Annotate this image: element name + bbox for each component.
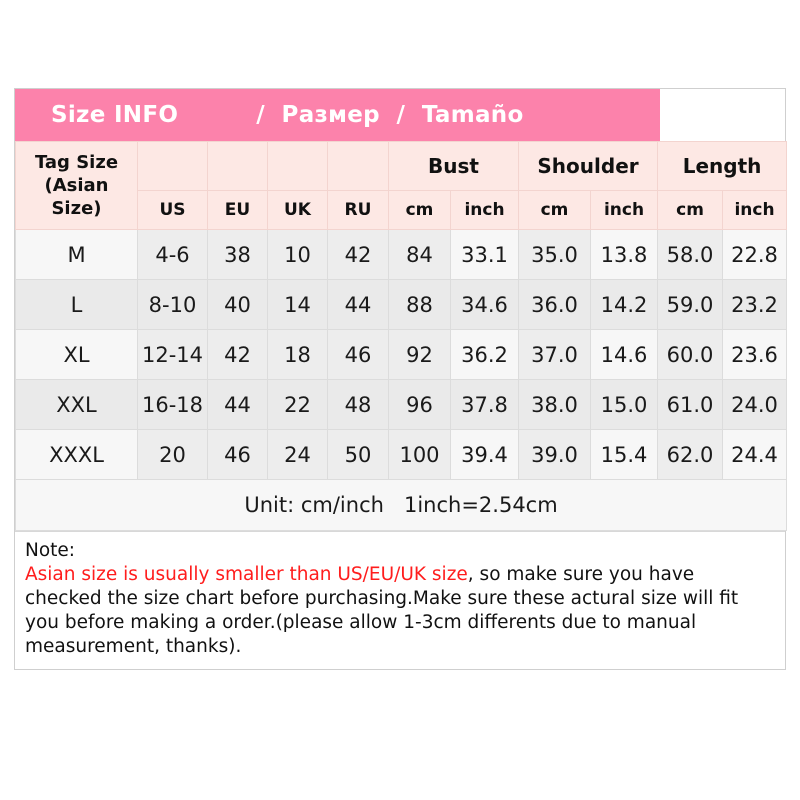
unit-note-text: Unit: cm/inch 1inch=2.54cm [244,493,558,517]
cell-eu: 42 [207,329,268,380]
cell-uk: 22 [267,379,328,430]
header-eu: EU [207,190,268,230]
cell-ru: 44 [327,279,389,330]
header-us: US [137,190,208,230]
cell-tag: XXL [15,379,138,430]
cell-shoulder-inch: 14.6 [590,329,659,380]
cell-shoulder-inch: 15.0 [590,379,659,430]
cell-bust-cm: 92 [388,329,451,380]
cell-length-inch: 22.8 [722,229,788,280]
header-blank-uk [267,141,328,191]
cell-shoulder-cm: 39.0 [518,429,592,480]
note-rest: , so make sure you have checked the size… [25,564,739,658]
cell-us: 16-18 [137,379,208,430]
header-shoulder: Shoulder [518,141,659,191]
header-uk: UK [267,190,328,230]
cell-length-inch: 23.2 [722,279,788,330]
cell-us: 4-6 [137,229,208,280]
table-row: XXL 16-18 44 22 48 96 37.8 38.0 15.0 61.… [15,379,788,430]
unit-note: Unit: cm/inch 1inch=2.54cm [14,479,788,531]
header-ru: RU [327,190,389,230]
table-unit-footer-row: Unit: cm/inch 1inch=2.54cm [14,479,788,531]
cell-eu: 38 [207,229,268,280]
cell-uk: 18 [267,329,328,380]
cell-bust-inch: 37.8 [449,379,520,430]
cell-length-cm: 59.0 [657,279,724,330]
cell-ru: 50 [327,429,389,480]
cell-length-cm: 62.0 [657,429,724,480]
cell-shoulder-cm: 36.0 [518,279,592,330]
header-bust-cm: cm [388,190,451,230]
cell-eu: 40 [207,279,268,330]
cell-tag: L [15,279,138,330]
table-row: XXXL 20 46 24 50 100 39.4 39.0 15.4 62.0… [15,429,788,480]
header-blank-eu [207,141,268,191]
cell-bust-cm: 88 [388,279,451,330]
banner-title-right: / Размер / Tamaño [256,102,524,128]
banner-title-left: Size INFO [51,102,179,128]
cell-uk: 24 [267,429,328,480]
header-shoulder-cm: cm [518,190,592,230]
header-length-inch: inch [722,190,788,230]
cell-shoulder-cm: 35.0 [518,229,592,280]
cell-shoulder-inch: 14.2 [590,279,659,330]
size-chart-container: Size INFO / Размер / Tamaño Tag Size (Asi… [14,88,788,671]
cell-ru: 46 [327,329,389,380]
header-bust: Bust [387,141,520,191]
cell-length-inch: 23.6 [722,329,788,380]
header-length: Length [657,141,788,191]
cell-shoulder-cm: 37.0 [518,329,592,380]
header-shoulder-inch: inch [590,190,659,230]
header-tag-size: Tag Size (Asian Size) [15,141,138,230]
cell-uk: 14 [267,279,328,330]
cell-bust-inch: 39.4 [449,429,520,480]
cell-bust-inch: 34.6 [449,279,520,330]
cell-shoulder-inch: 13.8 [590,229,659,280]
table-row: XL 12-14 42 18 46 92 36.2 37.0 14.6 60.0… [15,329,788,380]
table-row: L 8-10 40 14 44 88 34.6 36.0 14.2 59.0 2… [15,279,788,330]
table-row: M 4-6 38 10 42 84 33.1 35.0 13.8 58.0 22… [15,229,788,280]
note-label: Note: [25,540,76,561]
cell-tag: XXXL [15,429,138,480]
cell-length-cm: 60.0 [657,329,724,380]
cell-length-inch: 24.4 [722,429,788,480]
cell-length-cm: 61.0 [657,379,724,430]
note-highlight: Asian size is usually smaller than US/EU… [25,564,468,586]
cell-shoulder-inch: 15.4 [590,429,659,480]
cell-bust-cm: 84 [388,229,451,280]
cell-ru: 48 [327,379,389,430]
cell-bust-cm: 100 [388,429,451,480]
cell-ru: 42 [327,229,389,280]
cell-tag: M [15,229,138,280]
table-unit-header-row: US EU UK RU cm inch cm inch cm inch [16,190,788,230]
table-group-header-row: Tag Size (Asian Size) Bust Shoulder Leng… [15,141,788,230]
cell-eu: 46 [207,429,268,480]
cell-tag: XL [15,329,138,380]
banner-pink-background [15,89,660,141]
cell-length-cm: 58.0 [657,229,724,280]
banner-title: Size INFO / Размер / Tamaño [51,89,524,141]
cell-bust-cm: 96 [388,379,451,430]
size-info-banner: Size INFO / Размер / Tamaño [15,89,785,141]
header-blank-ru [327,141,389,191]
cell-bust-inch: 36.2 [449,329,520,380]
note-body: Asian size is usually smaller than US/EU… [25,563,775,659]
cell-length-inch: 24.0 [722,379,788,430]
cell-us: 20 [137,429,208,480]
cell-us: 8-10 [137,279,208,330]
header-length-cm: cm [657,190,724,230]
header-bust-inch: inch [449,190,520,230]
header-blank-us [137,141,208,191]
cell-us: 12-14 [137,329,208,380]
cell-bust-inch: 33.1 [449,229,520,280]
cell-uk: 10 [267,229,328,280]
cell-shoulder-cm: 38.0 [518,379,592,430]
size-table: Tag Size (Asian Size) Bust Shoulder Leng… [14,141,788,531]
note-block: Note: Asian size is usually smaller than… [15,531,785,670]
cell-eu: 44 [207,379,268,430]
